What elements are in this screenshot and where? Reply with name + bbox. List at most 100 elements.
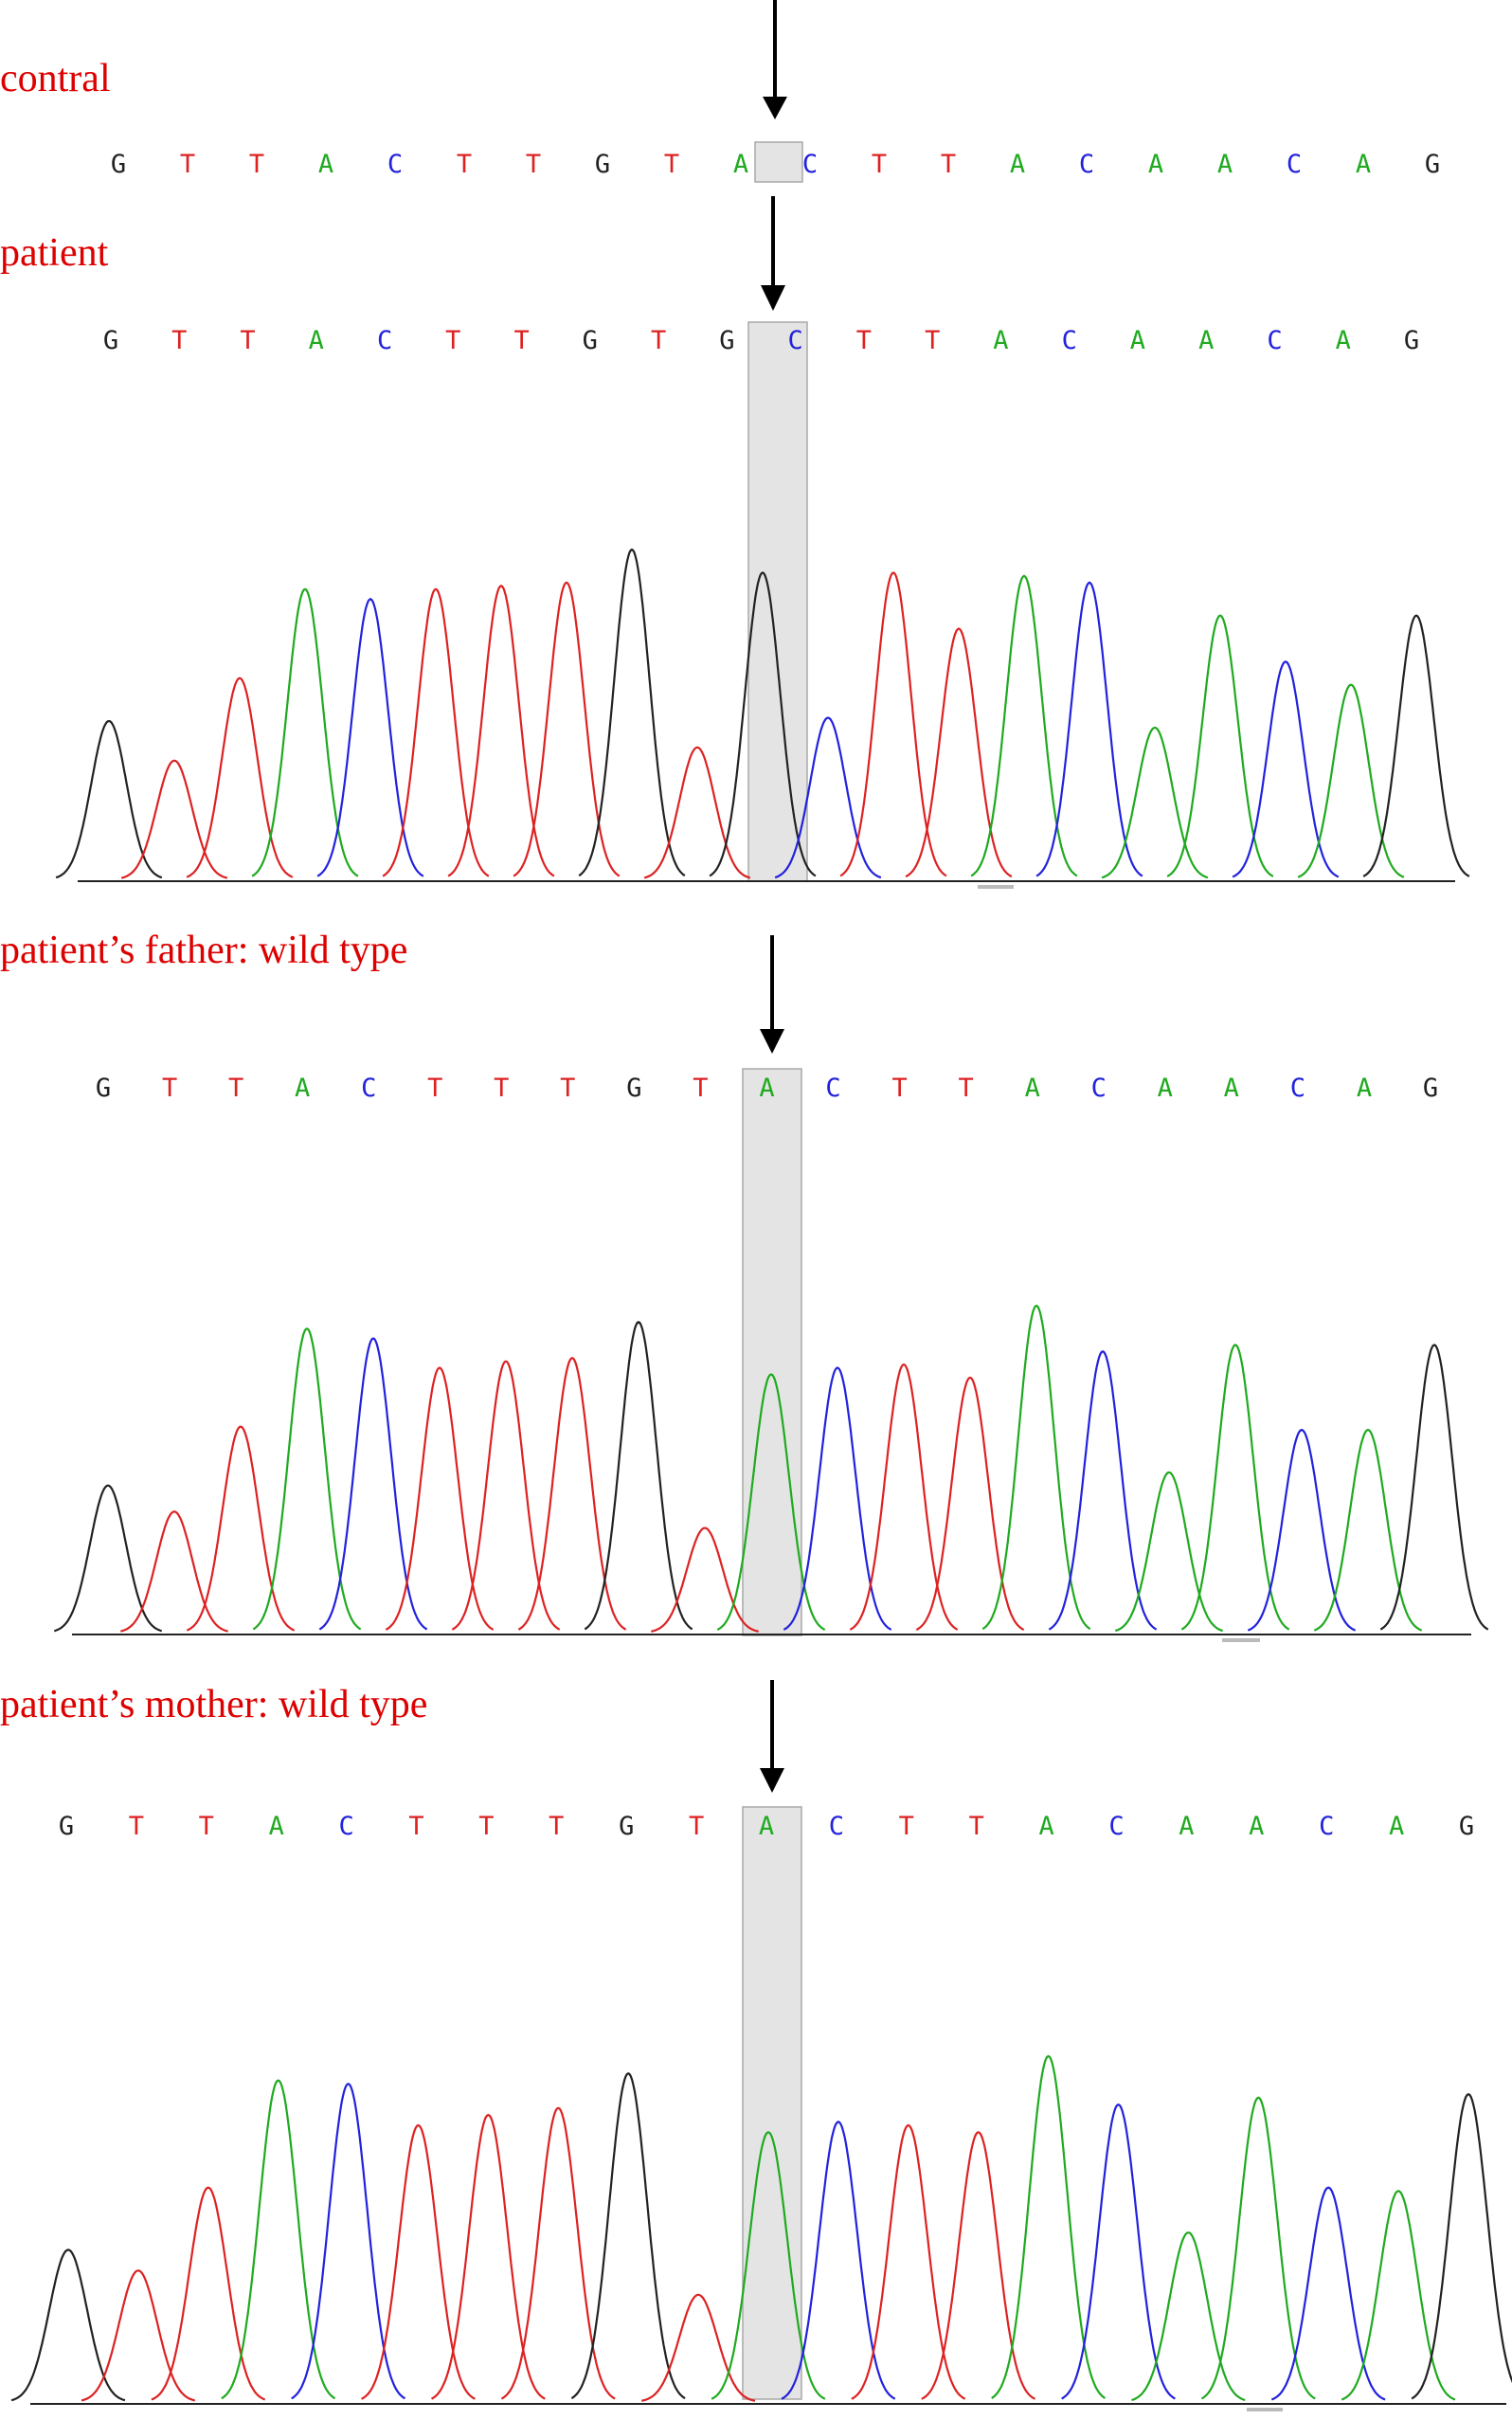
base-call-G: G bbox=[626, 1074, 641, 1103]
trace-peak-T bbox=[500, 2106, 616, 2400]
base-call-G: G bbox=[103, 326, 118, 355]
chromatogram bbox=[55, 548, 1470, 879]
trace-peak-A bbox=[991, 2054, 1107, 2399]
base-call-T: T bbox=[925, 326, 940, 355]
base-call-G: G bbox=[96, 1074, 111, 1103]
trace-peak-A bbox=[1313, 1428, 1423, 1632]
trace-peak-G bbox=[578, 548, 686, 877]
base-call-C: C bbox=[787, 326, 802, 355]
base-call-T: T bbox=[457, 150, 472, 179]
base-call-T: T bbox=[408, 1812, 423, 1841]
base-call-T: T bbox=[162, 1074, 177, 1103]
trace-peak-A bbox=[970, 574, 1078, 877]
trace-peak-A bbox=[1180, 1344, 1290, 1631]
trace-peak-C bbox=[781, 2121, 896, 2400]
trace-peak-G bbox=[1411, 2092, 1512, 2400]
trace-peak-T bbox=[651, 1526, 759, 1633]
base-call-G: G bbox=[595, 150, 610, 179]
chromatogram bbox=[10, 2054, 1512, 2402]
base-call-T: T bbox=[240, 326, 255, 355]
base-call-A: A bbox=[1158, 1074, 1173, 1103]
base-call-G: G bbox=[1404, 326, 1419, 355]
base-call-G: G bbox=[719, 326, 734, 355]
base-call-A: A bbox=[318, 150, 333, 179]
base-call-A: A bbox=[1010, 150, 1025, 179]
base-call-T: T bbox=[478, 1812, 494, 1841]
trace-peak-T bbox=[643, 746, 751, 879]
trace-peak-T bbox=[431, 2113, 546, 2400]
trace-peak-G bbox=[53, 1484, 163, 1633]
base-call-C: C bbox=[377, 326, 392, 355]
base-call-A: A bbox=[1038, 1812, 1053, 1841]
trace-peak-T bbox=[905, 627, 1013, 878]
base-call-T: T bbox=[526, 150, 541, 179]
trace-peak-A bbox=[1101, 726, 1209, 879]
base-call-A: A bbox=[269, 1812, 284, 1841]
base-call-A: A bbox=[1025, 1074, 1040, 1103]
base-call-T: T bbox=[664, 150, 679, 179]
trace-peak-T bbox=[447, 585, 555, 877]
trace-peak-A bbox=[1131, 2231, 1246, 2402]
highlight-box bbox=[754, 141, 803, 183]
trace-peak-A bbox=[1166, 614, 1274, 877]
trace-peak-G bbox=[1362, 614, 1470, 877]
base-call-A: A bbox=[1249, 1812, 1264, 1841]
panel-mother: patient’s mother: wild type G T T A C T T T G T A C… bbox=[0, 1680, 1512, 2411]
trace-peak-A bbox=[716, 1373, 826, 1631]
trace-peak-C bbox=[291, 2082, 406, 2400]
base-call-G: G bbox=[111, 150, 126, 179]
trace-peak-A bbox=[1341, 2190, 1456, 2401]
base-call-C: C bbox=[829, 1812, 844, 1841]
trace-peak-A bbox=[981, 1304, 1091, 1631]
trace-peak-G bbox=[570, 2072, 686, 2400]
base-call-G: G bbox=[1423, 1074, 1438, 1103]
base-call-A: A bbox=[1389, 1812, 1404, 1841]
trace-peak-T bbox=[517, 1356, 627, 1631]
base-call-T: T bbox=[199, 1812, 214, 1841]
trace-peak-A bbox=[252, 1327, 362, 1631]
base-call-C: C bbox=[338, 1812, 353, 1841]
highlight-box bbox=[742, 1806, 802, 2400]
trace-peak-T bbox=[385, 1366, 495, 1631]
base-call-T: T bbox=[445, 326, 460, 355]
base-call-T: T bbox=[560, 1074, 575, 1103]
base-call-G: G bbox=[619, 1812, 634, 1841]
base-call-C: C bbox=[825, 1074, 840, 1103]
base-call-A: A bbox=[1357, 1074, 1372, 1103]
base-call-T: T bbox=[129, 1812, 144, 1841]
base-call-A: A bbox=[1179, 1812, 1194, 1841]
panel-label: patient’s mother: wild type bbox=[0, 1683, 427, 1726]
base-call-A: A bbox=[759, 1812, 774, 1841]
base-call-T: T bbox=[427, 1074, 442, 1103]
base-call-C: C bbox=[1319, 1812, 1334, 1841]
trace-peak-T bbox=[151, 2186, 266, 2401]
panel-label: contral bbox=[0, 57, 111, 100]
base-call-C: C bbox=[1079, 150, 1094, 179]
base-call-C: C bbox=[1108, 1812, 1124, 1841]
trace-peak-A bbox=[251, 587, 359, 877]
trace-peak-T bbox=[81, 2269, 196, 2402]
base-call-C: C bbox=[1290, 1074, 1305, 1103]
trace-peak-A bbox=[1114, 1471, 1224, 1633]
base-call-A: A bbox=[1356, 150, 1371, 179]
trace-peak-A bbox=[221, 2079, 336, 2400]
base-call-A: A bbox=[309, 326, 324, 355]
trace-peak-C bbox=[316, 597, 424, 877]
base-call-A: A bbox=[993, 326, 1008, 355]
base-call-C: C bbox=[361, 1074, 376, 1103]
base-call-T: T bbox=[872, 150, 887, 179]
trace-peak-T bbox=[361, 2123, 476, 2400]
trace-peak-T bbox=[186, 1425, 296, 1632]
base-call-A: A bbox=[1336, 326, 1351, 355]
base-call-A: A bbox=[295, 1074, 310, 1103]
panel-label: patient bbox=[0, 231, 109, 275]
base-call-A: A bbox=[1130, 326, 1145, 355]
trace-peak-T bbox=[451, 1360, 561, 1631]
trace-peak-A bbox=[1297, 683, 1405, 878]
base-call-A: A bbox=[1217, 150, 1233, 179]
trace-peak-T bbox=[839, 571, 947, 877]
